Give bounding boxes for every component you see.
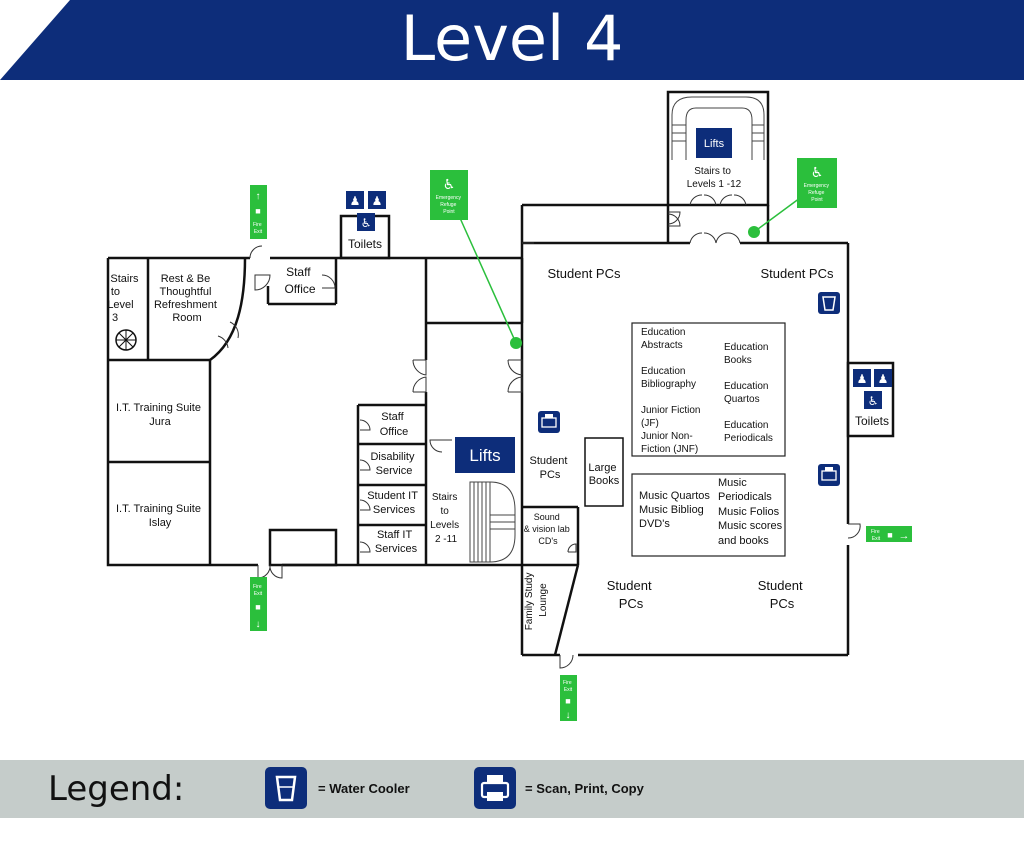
svg-text:♟: ♟ [878,372,889,386]
svg-text:→: → [899,530,910,542]
disability-service-label: Disability Service [370,451,417,477]
svg-text:♿: ♿ [868,394,879,408]
fire-exit-sign-top: ↑ ■ Fire Exit [250,185,267,239]
staff-office-mid-label: Staff Office [380,411,409,438]
svg-text:■: ■ [565,696,570,706]
legend-scan-print-text: = Scan, Print, Copy [525,781,644,796]
svg-text:♿: ♿ [443,176,456,192]
water-cooler-icon [265,767,307,809]
svg-text:Emergency Refuge P: Emergency Refuge Point [436,195,463,215]
svg-text:Emergency Refuge P: Emergency Refuge Point [804,183,831,203]
lifts-block-top [696,128,732,158]
svg-text:♿: ♿ [361,216,372,230]
doors [217,194,861,669]
svg-text:Fire Exit: Fire Exit [253,222,263,235]
student-pcs-top-left: Student PCs [548,266,621,281]
family-study-label: Family Study Lounge [524,570,549,631]
water-cooler-icon [818,292,840,314]
refuge-point-right [748,226,760,238]
student-pcs-top-right: Student PCs [761,266,834,281]
banner-shape [0,0,1024,80]
education-shelf-right: Education Books Education Quartos Educat… [724,342,773,444]
legend-title: Legend: [48,769,185,809]
student-pcs-bottom-right: Student PCs [758,578,806,611]
student-pcs-left: Student PCs [530,455,571,481]
refuge-sign-left: ♿ Emergency Refuge Point [430,170,468,220]
fire-exit-sign-bottom-center: Fire Exit ■ ↓ [560,675,577,721]
toilets-right-icons: ♟ ♟ ♿ [853,369,892,409]
lifts-block-mid [455,437,515,473]
west-wing-walls [106,214,524,567]
stairs-1-12-label: Stairs to Levels 1 -12 [687,166,742,190]
printer-icon [538,411,560,433]
legend-water-cooler-text: = Water Cooler [318,781,410,796]
svg-text:♿: ♿ [811,164,824,180]
legend-bar: Legend: = Water Cooler = Scan, Print, Co… [0,760,1024,818]
lifts-label-mid: Lifts [469,446,500,465]
lifts-label-top: Lifts [704,138,725,150]
stairs-2-11-label: Stairs to Levels 2 -11 [430,492,462,545]
svg-text:↓: ↓ [566,710,571,721]
it-islay-label: I.T. Training Suite Islay [116,503,204,529]
refuge-leader-right [753,197,801,233]
refuge-point-left [510,337,522,349]
student-it-label: Student IT Services [367,490,421,516]
spiral-stair-icon [115,329,137,351]
svg-text:♟: ♟ [350,194,361,208]
east-wing-walls [520,90,895,657]
refuge-leader-left [459,217,517,344]
page-title: Level 4 [400,2,624,75]
title-banner [0,0,1024,80]
toilets-right-label: Toilets [855,414,889,428]
stairs-1-12-icon [671,96,765,160]
svg-text:Fire Exit: Fire Exit [563,680,573,693]
printer-icon [818,464,840,486]
stairs-level-3-label: Stairs to Level 3 [107,273,141,324]
music-shelf-right: Music Periodicals Music Folios Music sco… [718,477,785,547]
svg-text:■: ■ [887,530,892,540]
education-shelving [631,322,786,457]
refreshment-room-label: Rest & Be Thoughtful Refreshment Room [154,273,220,324]
refuge-sign-right: ♿ Emergency Refuge Point [797,158,837,208]
printer-icon [474,767,516,809]
svg-text:Fire Exit: Fire Exit [871,529,881,542]
large-books-label: Large Books [588,462,619,487]
student-pcs-bottom-left: Student PCs [607,578,655,611]
sound-vision-label: Sound & vision lab CD's [524,512,573,546]
fire-exit-sign-right: Fire Exit ■ → [866,526,912,542]
music-shelf-left: Music Quartos Music Bibliog DVD's [639,490,713,530]
svg-text:Fire Exit: Fire Exit [253,584,263,597]
svg-text:■: ■ [255,602,260,612]
staff-it-label: Staff IT Services [375,529,418,555]
it-jura-label: I.T. Training Suite Jura [116,402,204,428]
svg-text:↓: ↓ [256,619,261,630]
svg-text:♟: ♟ [857,372,868,386]
svg-text:♟: ♟ [372,194,383,208]
svg-text:■: ■ [255,206,260,216]
music-shelving [631,473,786,557]
staff-office-top-label: Staff Office [284,265,315,296]
stairs-2-11-icon [469,481,516,563]
education-shelf-left: Education Abstracts Education Bibliograp… [641,327,703,455]
toilets-top-label: Toilets [348,237,382,251]
svg-text:↑: ↑ [256,191,261,202]
fire-exit-sign-bottom-left: Fire Exit ■ ↓ [250,577,267,631]
toilets-top-icons: ♟ ♟ ♿ [346,191,386,231]
floor-plan: Lifts Lifts Stairs to Level 3 Rest & Be … [106,90,912,721]
